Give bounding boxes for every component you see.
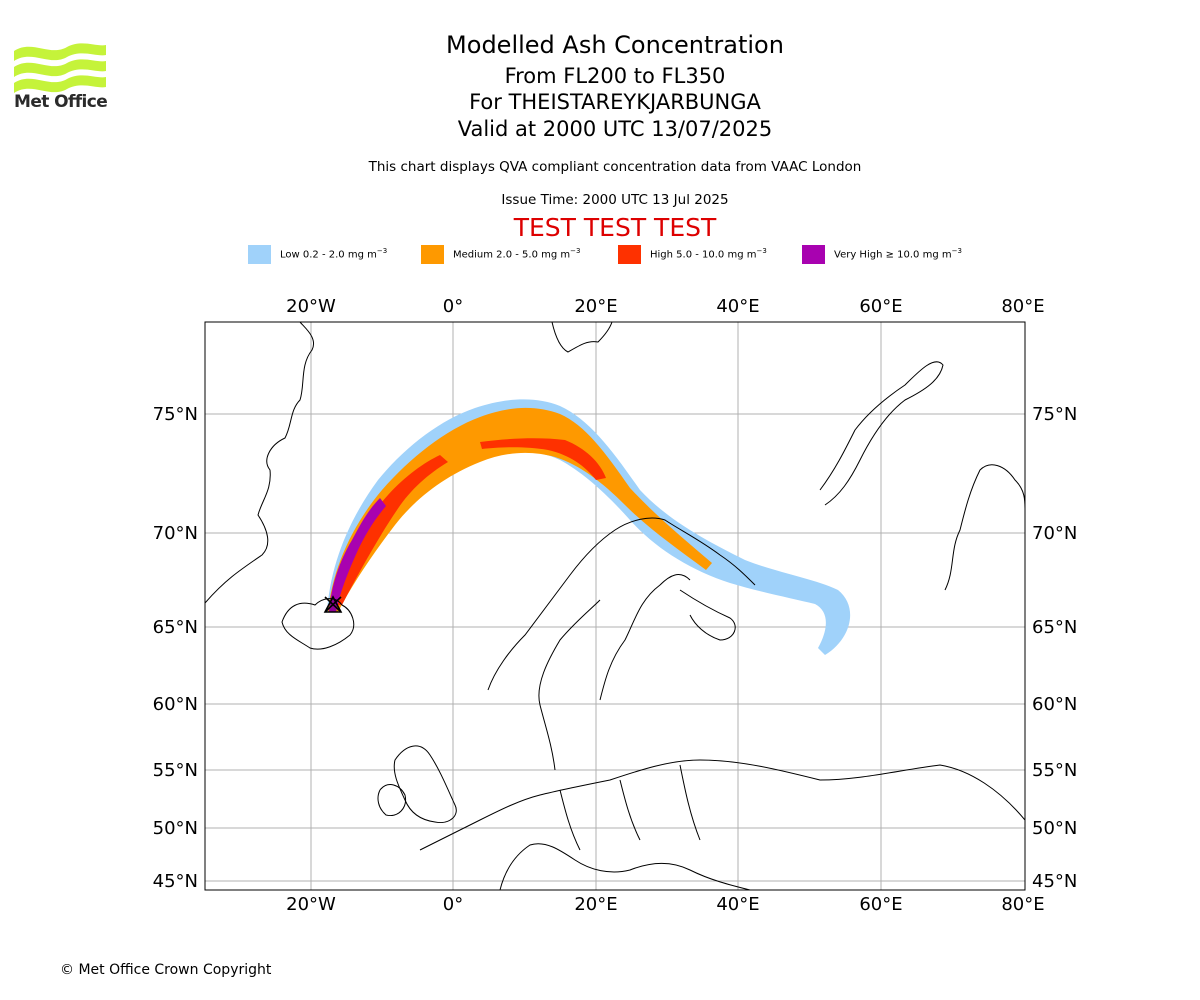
lat-tick-left-1: 70°N [153,523,198,544]
lon-ticks-top: 20°W 0° 20°E 40°E 60°E 80°E [286,296,1044,317]
coastlines [205,322,1025,890]
lat-tick-left-6: 45°N [153,871,198,892]
legend-swatch-very-high [802,244,825,264]
lat-tick-left-0: 75°N [153,404,198,425]
lat-tick-right-6: 45°N [1032,871,1077,892]
qva-note: This chart displays QVA compliant concen… [368,159,862,175]
legend-label-very-high: Very High ≥ 10.0 mg m−3 [834,247,962,261]
legend-swatch-high [618,244,641,264]
ash-plume-medium [328,407,712,612]
lat-tick-right-4: 55°N [1032,760,1077,781]
legend-swatch-low [248,244,271,264]
lat-tick-left-2: 65°N [153,617,198,638]
legend-medium: Medium 2.0 - 5.0 mg m−3 [421,244,580,264]
lon-tick-bottom-3: 40°E [716,894,759,915]
ash-plume-high-core [480,438,606,480]
met-office-wordmark: Met Office [14,92,108,112]
lat-tick-right-2: 65°N [1032,617,1077,638]
lat-tick-left-5: 50°N [153,818,198,839]
ash-plume-very-high [329,498,386,612]
lat-tick-right-1: 70°N [1032,523,1077,544]
legend-very-high: Very High ≥ 10.0 mg m−3 [802,244,962,264]
lat-ticks-left: 75°N 70°N 65°N 60°N 55°N 50°N 45°N [153,404,198,892]
issue-time: Issue Time: 2000 UTC 13 Jul 2025 [501,192,729,208]
legend-label-medium: Medium 2.0 - 5.0 mg m−3 [453,247,581,261]
volcano-name: For THEISTAREYKJARBUNGA [469,90,761,114]
lon-ticks-bottom: 20°W 0° 20°E 40°E 60°E 80°E [286,894,1044,915]
lat-tick-right-0: 75°N [1032,404,1077,425]
copyright-footer: © Met Office Crown Copyright [60,962,272,978]
lon-tick-top-1: 0° [443,296,463,317]
lon-tick-bottom-1: 0° [443,894,463,915]
lat-tick-left-3: 60°N [153,694,198,715]
volcano-triangle-icon [323,595,343,613]
ash-plume-high [330,455,448,605]
lon-tick-bottom-5: 80°E [1001,894,1044,915]
lon-tick-top-3: 40°E [716,296,759,317]
met-office-logo [14,43,106,93]
lon-tick-top-5: 80°E [1001,296,1044,317]
valid-time: Valid at 2000 UTC 13/07/2025 [457,117,773,141]
map-frame [204,321,1026,891]
flight-level-range: From FL200 to FL350 [504,64,726,88]
lat-tick-right-5: 50°N [1032,818,1077,839]
lon-tick-top-4: 60°E [859,296,902,317]
legend-swatch-medium [421,244,444,264]
legend-low: Low 0.2 - 2.0 mg m−3 [248,244,387,264]
legend-label-high: High 5.0 - 10.0 mg m−3 [650,247,767,261]
lon-tick-top-2: 20°E [574,296,617,317]
legend-label-low: Low 0.2 - 2.0 mg m−3 [280,247,388,261]
lon-tick-bottom-4: 60°E [859,894,902,915]
legend-high: High 5.0 - 10.0 mg m−3 [618,244,767,264]
lon-tick-bottom-2: 20°E [574,894,617,915]
map-grid [205,322,1025,890]
lat-tick-left-4: 55°N [153,760,198,781]
test-banner: TEST TEST TEST [513,213,717,242]
page-title: Modelled Ash Concentration [446,31,784,59]
lat-tick-right-3: 60°N [1032,694,1077,715]
lon-tick-top-0: 20°W [286,296,336,317]
lat-ticks-right: 75°N 70°N 65°N 60°N 55°N 50°N 45°N [1032,404,1077,892]
lon-tick-bottom-0: 20°W [286,894,336,915]
